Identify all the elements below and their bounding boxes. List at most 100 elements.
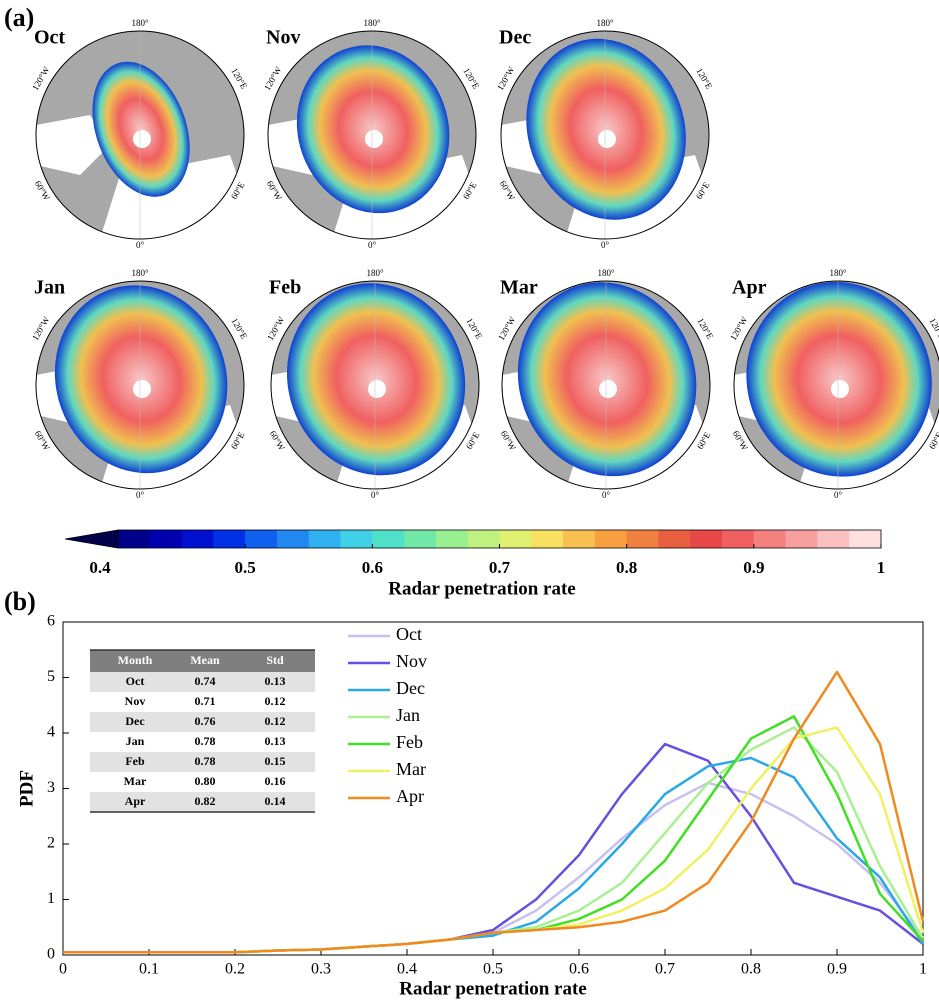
map-border — [35, 280, 245, 490]
lon-label: 0° — [834, 490, 843, 500]
sea-ice — [517, 282, 697, 477]
series-line — [63, 670, 925, 954]
colorbar-tick-label: 0.9 — [743, 558, 764, 577]
table-header: Std — [266, 653, 284, 667]
colorbar-tick-label: 0.8 — [616, 558, 637, 577]
lon-label: 0° — [601, 240, 610, 250]
colorbar-bin — [499, 530, 532, 548]
lon-label: 180° — [131, 268, 149, 278]
pole — [133, 130, 151, 148]
x-tick-label: 0.5 — [483, 961, 503, 978]
colorbar-label: Radar penetration rate — [388, 578, 576, 599]
x-tick-label: 0 — [59, 961, 67, 978]
colorbar-bin — [149, 530, 183, 548]
table-cell: 0.80 — [195, 774, 216, 788]
panel-label: (b) — [4, 587, 36, 616]
y-tick-label: 3 — [47, 779, 55, 796]
x-tick-label: 0.4 — [397, 961, 417, 978]
map-body — [271, 281, 479, 489]
table-cell: 0.16 — [265, 774, 286, 788]
lon-label: 180° — [363, 18, 381, 28]
legend-label: Dec — [396, 678, 425, 698]
lon-label: 0° — [368, 240, 377, 250]
x-tick-label: 0.2 — [225, 961, 245, 978]
y-tick-label: 4 — [47, 724, 55, 741]
table-header-bg — [90, 650, 315, 672]
sea-ice — [746, 281, 932, 477]
table-header: Month — [118, 653, 153, 667]
table-cell: Apr — [125, 794, 146, 808]
pole — [133, 380, 151, 398]
pole — [831, 380, 849, 398]
colorbar-bin — [849, 530, 882, 548]
lon-label: 0° — [602, 490, 611, 500]
colorbar-extend — [64, 529, 119, 549]
colorbar-bin — [563, 530, 596, 548]
colorbar-bin — [181, 530, 214, 548]
y-tick-label: 2 — [47, 835, 55, 852]
colorbar-tick-label: 0.5 — [235, 558, 256, 577]
pole — [365, 130, 383, 148]
panel-label: (a) — [4, 3, 34, 32]
lon-label: 180° — [597, 268, 615, 278]
legend-label: Feb — [396, 732, 423, 752]
colorbar-tick-label: 0.7 — [489, 558, 511, 577]
y-axis-label: PDF — [16, 770, 37, 807]
x-tick-label: 0.8 — [741, 961, 761, 978]
x-tick-label: 1 — [919, 961, 927, 978]
colorbar-tick-label: 0.6 — [362, 558, 383, 577]
lon-label: 180° — [829, 268, 847, 278]
map-body — [501, 31, 709, 239]
pole — [599, 380, 617, 398]
table-cell: 0.13 — [265, 674, 286, 688]
table-row-bg — [90, 712, 315, 732]
lon-label: 180° — [131, 18, 149, 28]
table-row-bg — [90, 752, 315, 772]
colorbar-bin — [690, 530, 723, 548]
month-label: Jan — [34, 277, 65, 299]
table-cell: 0.13 — [265, 734, 286, 748]
table-cell: 0.12 — [265, 694, 286, 708]
colorbar-bin — [817, 530, 850, 548]
y-tick-label: 1 — [47, 890, 55, 907]
map-border — [267, 30, 477, 240]
sea-ice — [54, 285, 228, 474]
colorbar-bin — [404, 530, 437, 548]
colorbar-bin — [435, 530, 469, 548]
table-cell: Dec — [125, 714, 145, 728]
colorbar-bin — [245, 530, 278, 548]
pole — [368, 380, 386, 398]
table-cell: 0.12 — [265, 714, 286, 728]
map-border — [270, 280, 480, 490]
colorbar-bin — [340, 530, 373, 548]
colorbar-bin — [722, 530, 755, 548]
colorbar-bin — [626, 530, 659, 548]
colorbar-bin — [213, 530, 246, 548]
legend-label: Nov — [396, 651, 427, 671]
y-tick-label: 0 — [47, 946, 55, 963]
table-cell: 0.82 — [195, 794, 216, 808]
legend-label: Apr — [396, 786, 424, 806]
colorbar-bin — [753, 530, 787, 548]
map-body — [36, 281, 244, 489]
sea-ice — [296, 45, 450, 214]
table-header: Mean — [190, 653, 220, 667]
map-body — [268, 31, 476, 239]
sea-ice — [526, 38, 686, 220]
x-tick-label: 0.1 — [139, 961, 159, 978]
month-label: Apr — [732, 277, 767, 299]
legend-label: Jan — [396, 705, 420, 725]
table-row-bg — [90, 672, 315, 692]
sea-ice — [92, 61, 190, 197]
lon-label: 0° — [136, 240, 145, 250]
colorbar-bin — [531, 530, 564, 548]
lon-label: 0° — [136, 490, 145, 500]
y-tick-label: 6 — [47, 613, 55, 630]
